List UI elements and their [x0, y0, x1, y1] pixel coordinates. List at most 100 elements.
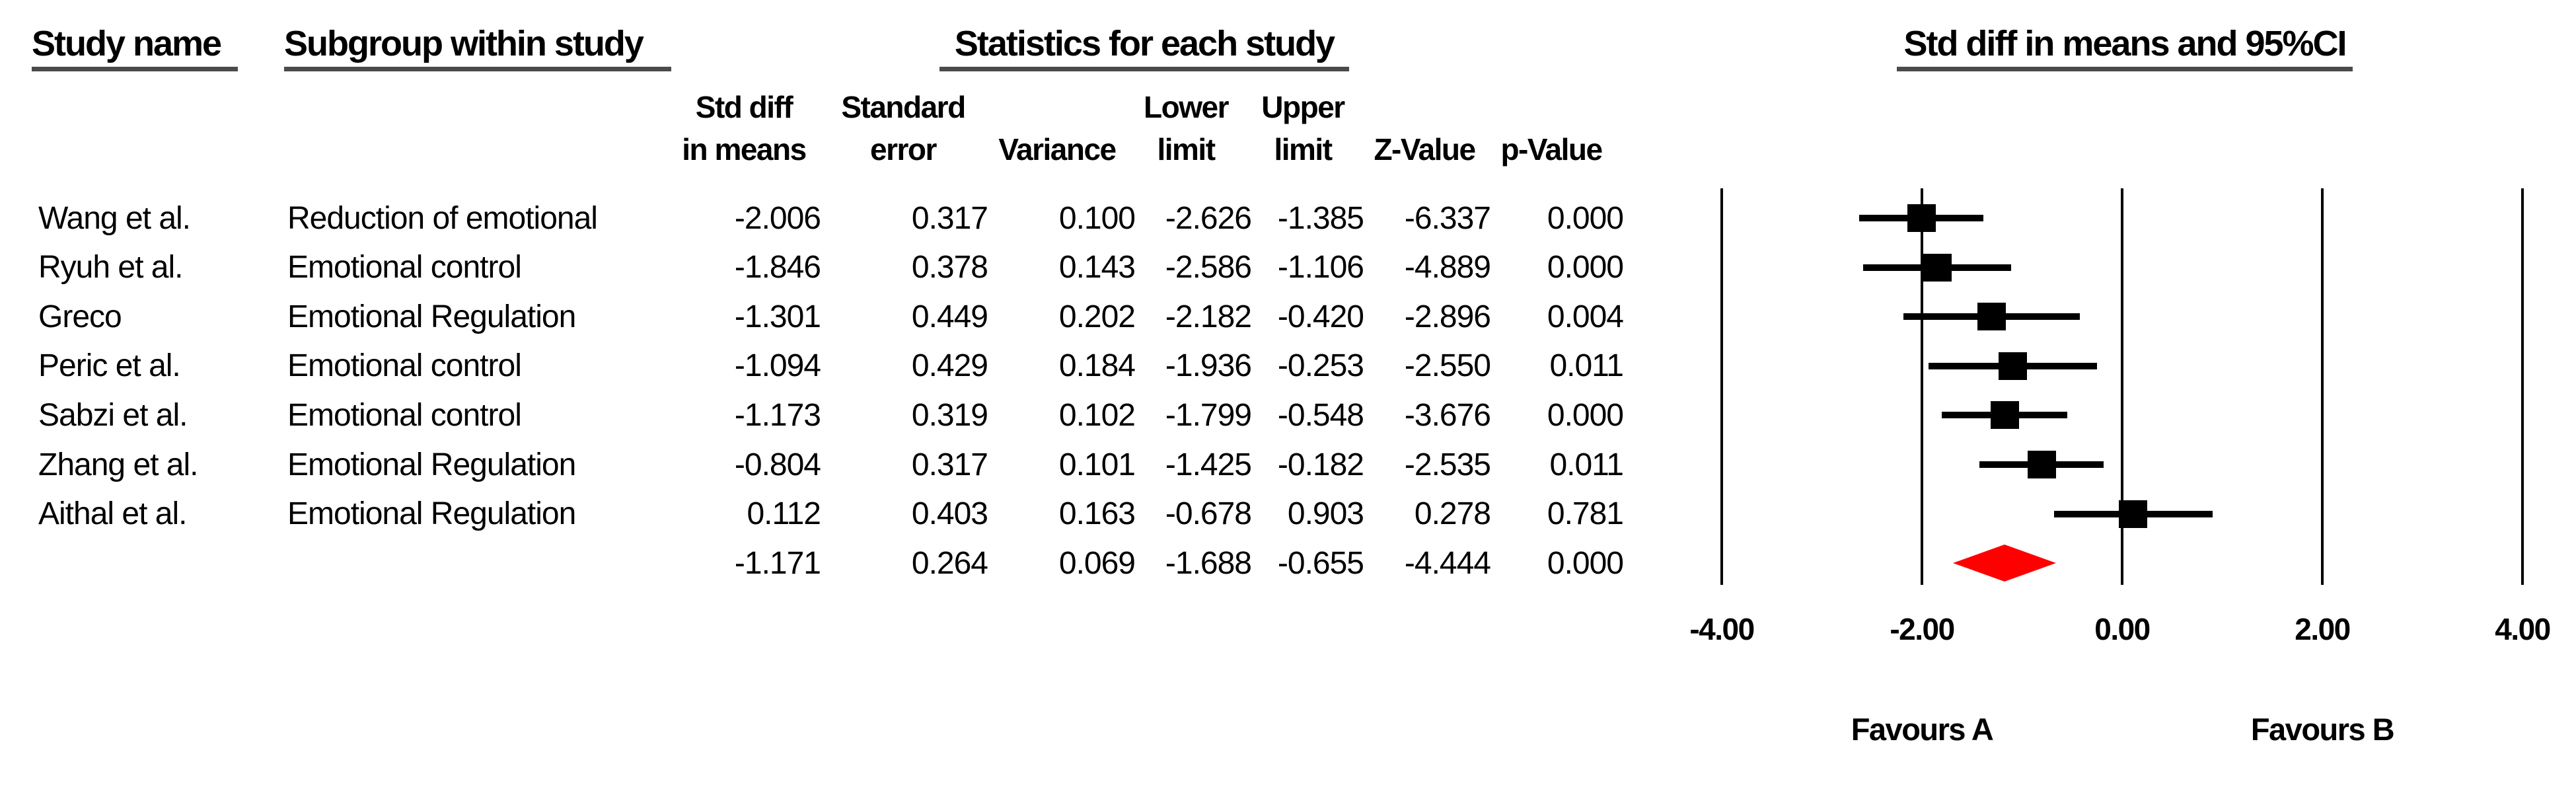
stat-value-cell: -3.676: [1404, 398, 1491, 433]
stat-column-header-line2: Z-Value: [1374, 132, 1476, 167]
stat-column-header-line2: limit: [1274, 132, 1333, 167]
stat-value-cell: -1.846: [734, 250, 821, 285]
axis-grid-line: [1921, 188, 1923, 585]
stat-value-cell: 0.102: [1058, 398, 1136, 433]
stat-column-header: Z-Value: [1306, 86, 1543, 170]
study-name-cell: Ryuh et al.: [38, 250, 183, 285]
axis-tick-label: -4.00: [1689, 612, 1755, 646]
stat-value-cell: -4.889: [1404, 250, 1491, 285]
stat-value-cell: -2.626: [1165, 201, 1252, 236]
stat-column-header: p-Value: [1432, 86, 1670, 170]
stat-value-cell: -2.896: [1404, 299, 1491, 334]
column-header-subgroup: Subgroup within study: [284, 24, 671, 71]
stat-value-cell: 0.000: [1547, 250, 1624, 285]
stat-value-cell: -1.106: [1277, 250, 1364, 285]
column-header-statistics-group: Statistics for each study: [939, 24, 1349, 71]
stat-value-cell: 0.202: [1058, 299, 1136, 334]
stat-value-cell: 0.403: [911, 496, 988, 531]
stat-value-cell: -1.688: [1165, 546, 1252, 581]
stat-column-header-line1: [1432, 86, 1670, 128]
stat-value-cell: -1.936: [1165, 348, 1252, 383]
study-name-cell: Greco: [38, 299, 122, 334]
favours-b-label: Favours B: [2250, 712, 2395, 747]
stat-column-header-line1: Standard: [841, 90, 966, 124]
stat-value-cell: -1.425: [1165, 447, 1252, 482]
stat-value-cell: -1.799: [1165, 398, 1252, 433]
axis-grid-line: [2521, 188, 2524, 585]
axis-tick-label: 0.00: [2094, 612, 2151, 646]
effect-size-square: [1907, 204, 1936, 232]
subgroup-cell: Emotional Regulation: [287, 496, 576, 531]
axis-grid-line: [2121, 188, 2123, 585]
stat-value-cell: -2.586: [1165, 250, 1252, 285]
stat-value-cell: 0.000: [1547, 546, 1624, 581]
stat-value-cell: -0.182: [1277, 447, 1364, 482]
axis-grid-line: [2321, 188, 2324, 585]
stat-value-cell: -2.182: [1165, 299, 1252, 334]
stat-value-cell: -0.655: [1277, 546, 1364, 581]
stat-value-cell: -6.337: [1404, 201, 1491, 236]
study-name-cell: Peric et al.: [38, 348, 181, 383]
stat-value-cell: 0.011: [1549, 348, 1624, 383]
stat-value-cell: 0.317: [911, 447, 988, 482]
stat-value-cell: -2.006: [734, 201, 821, 236]
stat-column-header: Std diff in means: [625, 86, 863, 170]
stat-value-cell: 0.449: [911, 299, 988, 334]
subgroup-cell: Reduction of emotional: [287, 201, 598, 236]
subgroup-cell: Emotional control: [287, 398, 522, 433]
stat-column-header-line1: Lower: [1144, 90, 1229, 124]
stat-column-header-line2: limit: [1157, 132, 1216, 167]
stat-value-cell: 0.143: [1058, 250, 1136, 285]
study-name-cell: Wang et al.: [38, 201, 191, 236]
stat-value-cell: 0.000: [1547, 398, 1624, 433]
column-header-study-name: Study name: [32, 24, 238, 71]
stat-value-cell: 0.378: [911, 250, 988, 285]
subgroup-cell: Emotional Regulation: [287, 299, 576, 334]
effect-size-square: [1923, 254, 1952, 282]
stat-value-cell: -0.253: [1277, 348, 1364, 383]
stat-column-header: Upper limit: [1184, 86, 1422, 170]
stat-column-header: Lower limit: [1067, 86, 1305, 170]
axis-grid-line: [1720, 188, 1723, 585]
stat-column-header: Standard error: [784, 86, 1022, 170]
study-name-cell: Zhang et al.: [38, 447, 198, 482]
stat-value-cell: -1.173: [734, 398, 821, 433]
stat-value-cell: -1.094: [734, 348, 821, 383]
stat-value-cell: 0.319: [911, 398, 988, 433]
effect-size-square: [2028, 451, 2056, 478]
stat-value-cell: -1.171: [734, 546, 821, 581]
stat-value-cell: 0.011: [1549, 447, 1624, 482]
stat-value-cell: 0.100: [1058, 201, 1136, 236]
stat-value-cell: 0.112: [747, 496, 821, 531]
stat-column-header-line2: p-Value: [1500, 132, 1603, 167]
stat-column-header-line2: Variance: [998, 132, 1117, 167]
stat-column-header-line1: Upper: [1261, 90, 1345, 124]
stat-value-cell: -0.804: [734, 447, 821, 482]
column-header-plot-group: Std diff in means and 95%CI: [1897, 24, 2353, 71]
stat-value-cell: -1.385: [1277, 201, 1364, 236]
stat-value-cell: -0.420: [1277, 299, 1364, 334]
stat-value-cell: -2.550: [1404, 348, 1491, 383]
stat-value-cell: 0.317: [911, 201, 988, 236]
stat-column-header: Variance: [938, 86, 1176, 170]
effect-size-square: [1991, 401, 2019, 429]
stat-value-cell: 0.069: [1058, 546, 1136, 581]
stat-value-cell: 0.184: [1058, 348, 1136, 383]
stat-value-cell: 0.264: [911, 546, 988, 581]
effect-size-square: [1977, 303, 2006, 330]
stat-value-cell: 0.101: [1058, 447, 1136, 482]
subgroup-cell: Emotional control: [287, 348, 522, 383]
stat-column-header-line1: Std diff: [695, 90, 793, 124]
axis-tick-label: 2.00: [2295, 612, 2351, 646]
effect-size-square: [2119, 500, 2147, 528]
stat-value-cell: 0.781: [1547, 496, 1624, 531]
axis-tick-label: -2.00: [1890, 612, 1955, 646]
stat-value-cell: -0.548: [1277, 398, 1364, 433]
subgroup-cell: Emotional Regulation: [287, 447, 576, 482]
stat-value-cell: 0.000: [1547, 201, 1624, 236]
stat-value-cell: 0.278: [1414, 496, 1491, 531]
stat-column-header-line2: error: [870, 132, 937, 167]
stat-value-cell: -0.678: [1165, 496, 1252, 531]
stat-value-cell: 0.163: [1058, 496, 1136, 531]
